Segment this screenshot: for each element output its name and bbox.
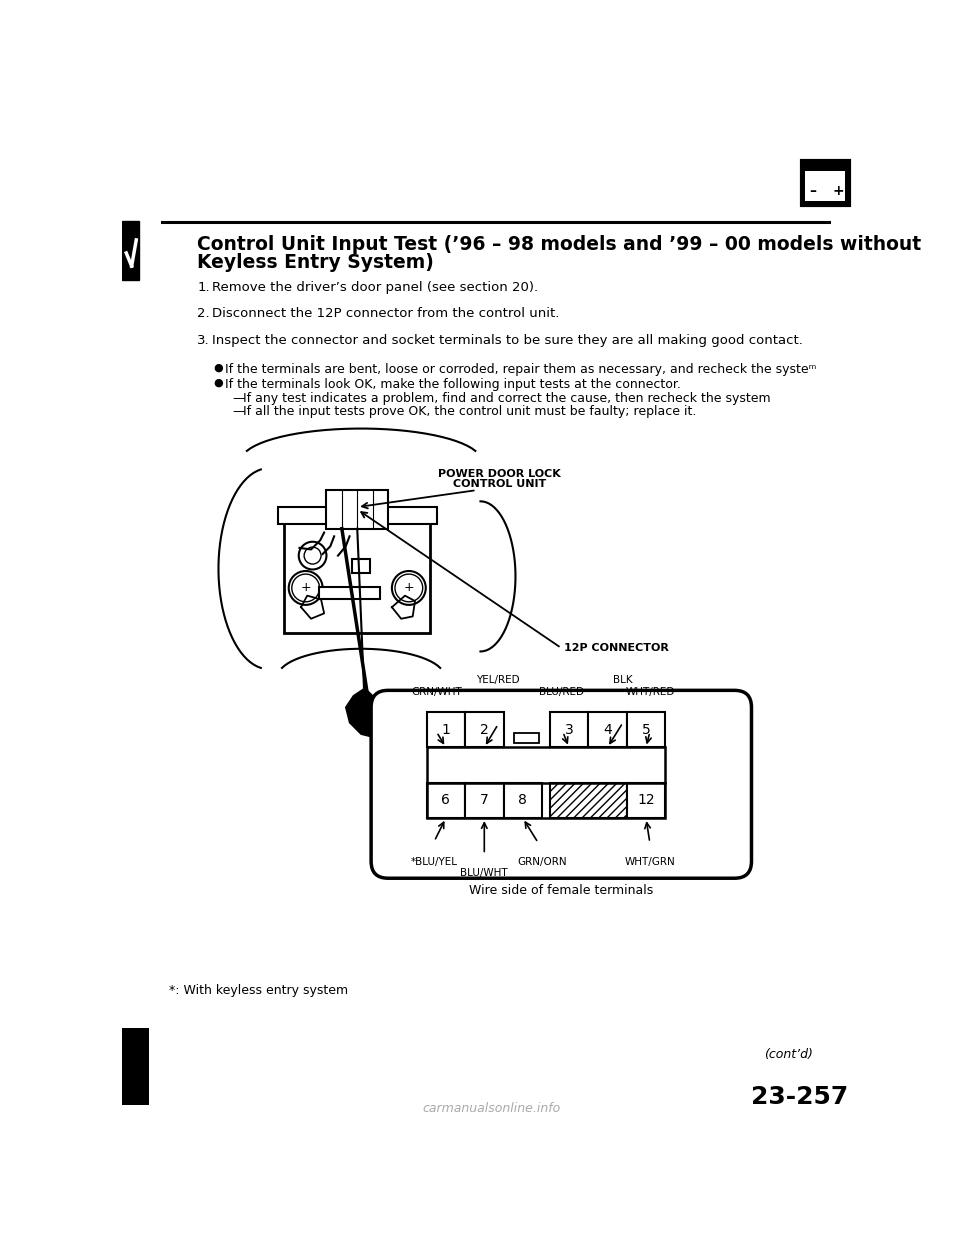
Text: POWER DOOR LOCK: POWER DOOR LOCK (439, 468, 561, 478)
Text: –: – (809, 184, 817, 199)
Text: 5: 5 (641, 723, 650, 737)
Text: GRN/WHT: GRN/WHT (411, 687, 462, 697)
Text: Inspect the connector and socket terminals to be sure they are all making good c: Inspect the connector and socket termina… (212, 334, 804, 347)
Bar (284, 520, 430, 632)
Bar (465, 782, 504, 818)
Bar (326, 491, 388, 529)
Text: 2: 2 (480, 723, 489, 737)
Text: YEL/RED: YEL/RED (476, 674, 520, 684)
Circle shape (304, 548, 321, 564)
Text: 4: 4 (603, 723, 612, 737)
Bar (805, 170, 846, 201)
Polygon shape (346, 688, 392, 738)
Text: +: + (300, 581, 311, 595)
Text: 3: 3 (564, 723, 573, 737)
Text: If any test indicates a problem, find and correct the cause, then recheck the sy: If any test indicates a problem, find an… (243, 391, 771, 405)
Text: WHT/RED: WHT/RED (625, 687, 675, 697)
Text: WHT/GRN: WHT/GRN (624, 857, 675, 867)
Bar (352, 559, 371, 573)
Bar (278, 507, 437, 524)
Text: 2.: 2. (197, 307, 209, 320)
Text: BLU/RED: BLU/RED (539, 687, 584, 697)
Bar (832, 160, 843, 168)
Bar (123, 1028, 150, 1105)
Text: ●: ● (213, 363, 223, 373)
Text: If the terminals look OK, make the following input tests at the connector.: If the terminals look OK, make the follo… (225, 378, 681, 391)
Bar (426, 748, 665, 818)
Circle shape (289, 571, 323, 605)
Text: 6: 6 (442, 794, 450, 807)
Bar (550, 712, 588, 748)
Text: —: — (232, 405, 245, 419)
Bar (802, 160, 850, 205)
Bar (426, 782, 465, 818)
Text: Wire side of female terminals: Wire side of female terminals (469, 884, 654, 898)
FancyBboxPatch shape (372, 691, 752, 878)
Text: carmanualsonline.info: carmanualsonline.info (422, 1103, 562, 1115)
Text: +: + (832, 184, 844, 199)
Text: 23-257: 23-257 (752, 1084, 849, 1109)
Text: +: + (403, 581, 414, 595)
Text: *: With keyless entry system: *: With keyless entry system (169, 985, 348, 997)
Circle shape (395, 574, 422, 602)
Circle shape (392, 571, 426, 605)
Text: 12P CONNECTOR: 12P CONNECTOR (564, 643, 668, 653)
Text: 12: 12 (637, 794, 655, 807)
Text: 1.: 1. (197, 282, 209, 294)
Text: 1: 1 (442, 723, 450, 737)
Text: *BLU/YEL: *BLU/YEL (411, 857, 458, 867)
Text: BLK: BLK (613, 674, 633, 684)
Bar (426, 712, 465, 748)
Text: GRN/ORN: GRN/ORN (517, 857, 566, 867)
Text: If all the input tests prove OK, the control unit must be faulty; replace it.: If all the input tests prove OK, the con… (243, 405, 697, 419)
Text: —: — (232, 391, 245, 405)
Circle shape (292, 574, 320, 602)
Text: 7: 7 (480, 794, 489, 807)
Text: If the terminals are bent, loose or corroded, repair them as necessary, and rech: If the terminals are bent, loose or corr… (225, 363, 816, 376)
Bar (319, 587, 380, 600)
Bar (627, 712, 665, 748)
Bar (504, 782, 542, 818)
Text: Disconnect the 12P connector from the control unit.: Disconnect the 12P connector from the co… (212, 307, 560, 320)
Text: (cont’d): (cont’d) (764, 1048, 813, 1062)
Polygon shape (123, 221, 139, 279)
Circle shape (299, 542, 326, 570)
Text: Remove the driver’s door panel (see section 20).: Remove the driver’s door panel (see sect… (212, 282, 539, 294)
Bar (550, 782, 627, 818)
Bar (807, 160, 819, 168)
Bar (465, 712, 504, 748)
Bar (627, 782, 665, 818)
Text: Control Unit Input Test (’96 – 98 models and ’99 – 00 models without: Control Unit Input Test (’96 – 98 models… (197, 235, 922, 255)
Text: 8: 8 (518, 794, 527, 807)
Text: Keyless Entry System): Keyless Entry System) (197, 253, 434, 272)
Bar (588, 712, 627, 748)
Bar (515, 733, 539, 744)
Text: 3.: 3. (197, 334, 209, 347)
Text: BLU/WHT: BLU/WHT (461, 868, 508, 878)
Text: CONTROL UNIT: CONTROL UNIT (453, 479, 546, 489)
Text: ●: ● (213, 378, 223, 388)
